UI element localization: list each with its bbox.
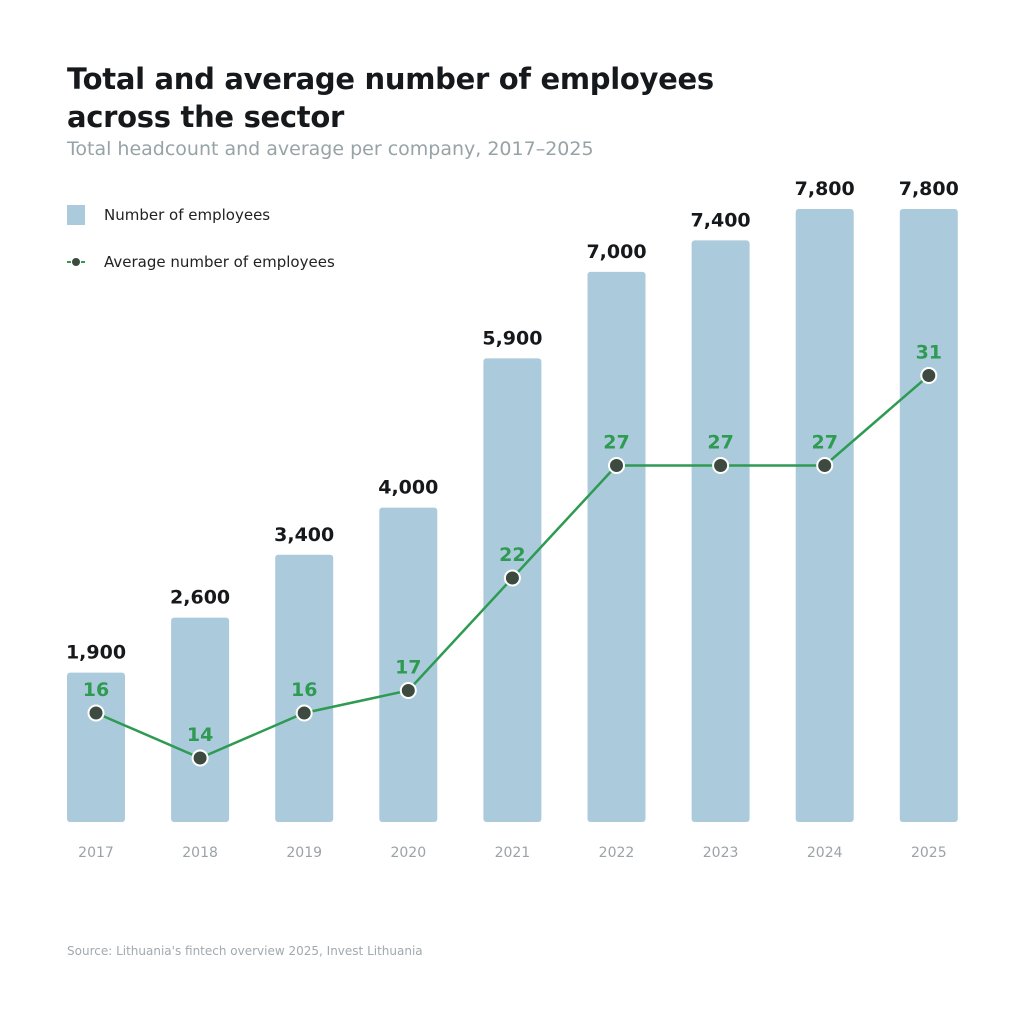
bar — [899, 209, 958, 822]
bar-value-label: 4,000 — [378, 477, 438, 499]
x-tick-label: 2025 — [911, 845, 947, 861]
bar — [587, 271, 646, 822]
average-point — [503, 569, 521, 587]
bar-value-label: 7,800 — [795, 178, 855, 200]
x-tick-label: 2024 — [807, 845, 843, 861]
average-value-label: 22 — [499, 544, 525, 566]
average-value-label: 14 — [187, 724, 213, 746]
bar-value-label: 3,400 — [274, 524, 334, 546]
bar-value-label: 7,800 — [899, 178, 959, 200]
bar — [795, 209, 854, 822]
x-tick-label: 2021 — [495, 845, 531, 861]
line-swatch-icon — [67, 252, 85, 272]
bar-value-label: 7,000 — [586, 241, 646, 263]
bar — [275, 554, 334, 822]
legend-label: Average number of employees — [104, 253, 335, 271]
bar-value-label: 1,900 — [66, 642, 126, 664]
average-point — [399, 682, 417, 699]
average-value-label: 31 — [916, 342, 942, 364]
average-value-label: 16 — [291, 679, 317, 701]
average-point — [712, 457, 730, 474]
legend-item-line: Average number of employees — [67, 252, 335, 272]
average-value-label: 27 — [707, 432, 733, 454]
x-tick-label: 2022 — [599, 845, 635, 861]
bar-swatch-icon — [67, 205, 85, 225]
bar — [171, 617, 230, 822]
average-value-label: 27 — [811, 432, 837, 454]
legend-label: Number of employees — [104, 206, 271, 224]
x-tick-label: 2019 — [286, 845, 322, 861]
x-tick-label: 2020 — [390, 845, 426, 861]
bar-value-label: 7,400 — [691, 209, 751, 231]
average-point — [608, 457, 625, 474]
bar — [691, 240, 750, 822]
average-value-label: 27 — [603, 432, 629, 454]
average-point — [191, 749, 209, 767]
x-tick-label: 2018 — [182, 845, 218, 861]
average-value-label: 16 — [83, 679, 109, 701]
bar — [483, 358, 542, 822]
bar — [379, 507, 438, 822]
bar-value-label: 5,900 — [482, 327, 542, 349]
average-point — [295, 704, 313, 722]
average-point — [920, 367, 938, 384]
average-value-label: 17 — [395, 657, 421, 679]
x-tick-label: 2017 — [78, 845, 114, 861]
x-tick-label: 2023 — [703, 845, 739, 861]
average-point — [816, 457, 834, 474]
source-note: Source: Lithuania's fintech overview 202… — [67, 944, 423, 958]
chart-title: Total and average number of employees ac… — [67, 62, 714, 134]
legend-item-bars: Number of employees — [67, 205, 270, 225]
average-point — [87, 704, 105, 722]
bar-value-label: 2,600 — [170, 587, 230, 609]
bar — [67, 672, 125, 822]
chart-subtitle: Total headcount and average per company,… — [67, 138, 594, 160]
